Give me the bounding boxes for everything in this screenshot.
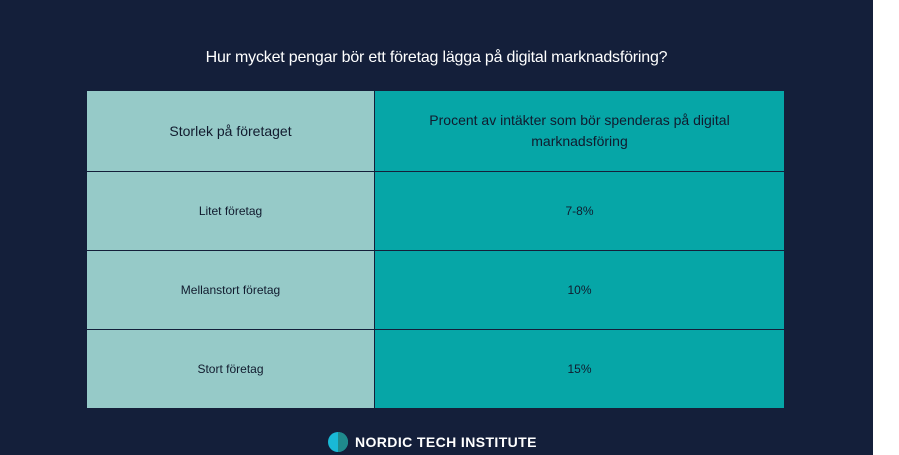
table-header-row: Storlek på företaget Procent av intäkter…: [86, 90, 785, 172]
cell-company-size: Stort företag: [86, 329, 375, 409]
page-title: Hur mycket pengar bör ett företag lägga …: [205, 49, 668, 66]
table-row: Mellanstort företag 10%: [86, 250, 785, 330]
logo-text: NORDIC TECH INSTITUTE: [355, 434, 537, 450]
cell-percent: 7-8%: [374, 171, 785, 251]
header-percent-revenue: Procent av intäkter som bör spenderas på…: [374, 90, 785, 172]
cell-percent: 10%: [374, 250, 785, 330]
half-circle-logo-icon: [328, 432, 348, 452]
brand-logo: NORDIC TECH INSTITUTE: [328, 432, 537, 452]
header-company-size: Storlek på företaget: [86, 90, 375, 172]
comparison-table: Storlek på företaget Procent av intäkter…: [86, 90, 785, 409]
table-row: Stort företag 15%: [86, 329, 785, 409]
cell-percent: 15%: [374, 329, 785, 409]
infographic-panel: Hur mycket pengar bör ett företag lägga …: [0, 0, 873, 455]
table-row: Litet företag 7-8%: [86, 171, 785, 251]
cell-company-size: Litet företag: [86, 171, 375, 251]
cell-company-size: Mellanstort företag: [86, 250, 375, 330]
